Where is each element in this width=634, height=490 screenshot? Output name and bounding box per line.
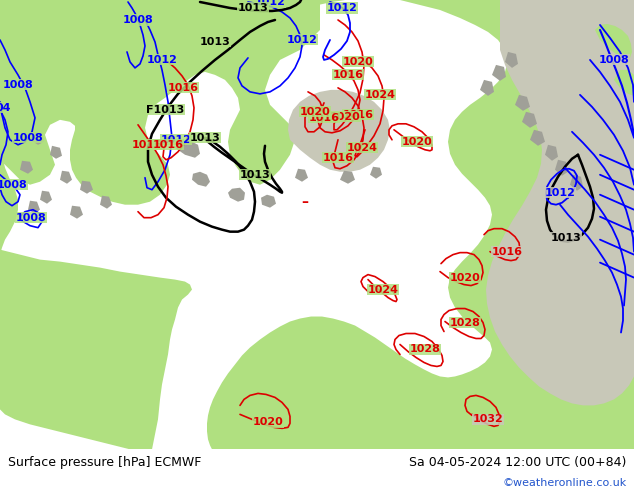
- Text: Surface pressure [hPa] ECMWF: Surface pressure [hPa] ECMWF: [8, 456, 201, 469]
- Polygon shape: [0, 0, 192, 449]
- Text: 1008: 1008: [3, 80, 34, 90]
- Text: 1020: 1020: [330, 112, 360, 122]
- Polygon shape: [614, 70, 634, 96]
- Text: 1016: 1016: [167, 83, 198, 93]
- Polygon shape: [30, 132, 44, 145]
- Text: 1008: 1008: [598, 55, 630, 65]
- Text: 1020: 1020: [342, 57, 373, 67]
- Text: 1013: 1013: [240, 170, 270, 180]
- Polygon shape: [505, 52, 518, 68]
- Text: 1013: 1013: [550, 233, 581, 243]
- Polygon shape: [0, 0, 138, 185]
- Text: ©weatheronline.co.uk: ©weatheronline.co.uk: [502, 478, 626, 488]
- Text: 1008: 1008: [0, 180, 27, 190]
- Text: 1013: 1013: [238, 3, 268, 13]
- Text: 1024: 1024: [347, 143, 377, 153]
- Text: 1020: 1020: [450, 272, 481, 283]
- Polygon shape: [192, 172, 210, 187]
- Text: 1028: 1028: [450, 318, 481, 327]
- Text: Sa 04-05-2024 12:00 UTC (00+84): Sa 04-05-2024 12:00 UTC (00+84): [409, 456, 626, 469]
- Polygon shape: [0, 0, 320, 449]
- Text: 1008: 1008: [122, 15, 153, 25]
- Polygon shape: [595, 24, 632, 60]
- Polygon shape: [288, 90, 390, 172]
- Polygon shape: [40, 191, 52, 204]
- Text: 1012: 1012: [146, 55, 178, 65]
- Text: 1013: 1013: [190, 133, 221, 143]
- Polygon shape: [370, 167, 382, 179]
- Text: 1016: 1016: [131, 140, 162, 150]
- Polygon shape: [200, 0, 634, 449]
- Text: 1020: 1020: [401, 137, 432, 147]
- Polygon shape: [175, 140, 200, 158]
- Text: 1008: 1008: [16, 213, 46, 222]
- Polygon shape: [60, 171, 72, 184]
- Text: 1013: 1013: [200, 37, 230, 47]
- Text: 1012: 1012: [327, 3, 358, 13]
- Text: –: –: [302, 195, 309, 209]
- Text: 1016: 1016: [342, 110, 373, 120]
- Polygon shape: [486, 0, 634, 405]
- Polygon shape: [340, 171, 355, 184]
- Polygon shape: [480, 80, 494, 96]
- Text: 1024: 1024: [365, 90, 396, 100]
- Polygon shape: [530, 130, 545, 146]
- Text: 1012: 1012: [545, 188, 576, 197]
- Text: 1012: 1012: [287, 35, 318, 45]
- Polygon shape: [555, 160, 568, 176]
- Polygon shape: [515, 95, 530, 111]
- Text: 1012: 1012: [255, 0, 285, 7]
- Polygon shape: [100, 196, 112, 209]
- Text: 1016: 1016: [491, 246, 522, 257]
- Polygon shape: [545, 145, 558, 161]
- Text: 1020: 1020: [252, 417, 283, 427]
- Text: 1016: 1016: [332, 70, 363, 80]
- Text: 1024: 1024: [368, 285, 399, 294]
- Polygon shape: [570, 175, 583, 191]
- Text: 1008: 1008: [13, 133, 43, 143]
- Polygon shape: [492, 65, 506, 81]
- Text: 1016: 1016: [323, 153, 354, 163]
- Text: 1016: 1016: [153, 140, 183, 150]
- Text: 1012: 1012: [160, 135, 191, 145]
- Polygon shape: [20, 161, 33, 174]
- Polygon shape: [228, 188, 245, 202]
- Polygon shape: [70, 206, 83, 219]
- Polygon shape: [261, 195, 276, 208]
- Text: 1028: 1028: [410, 344, 441, 354]
- Polygon shape: [28, 201, 40, 214]
- Polygon shape: [295, 169, 308, 182]
- Text: 1020: 1020: [300, 107, 330, 117]
- Text: F1013: F1013: [146, 105, 184, 115]
- Text: 04: 04: [0, 103, 11, 113]
- Polygon shape: [522, 112, 537, 128]
- Polygon shape: [50, 146, 62, 159]
- Text: 1016: 1016: [309, 113, 339, 123]
- Polygon shape: [80, 181, 93, 194]
- Text: 1032: 1032: [472, 415, 503, 424]
